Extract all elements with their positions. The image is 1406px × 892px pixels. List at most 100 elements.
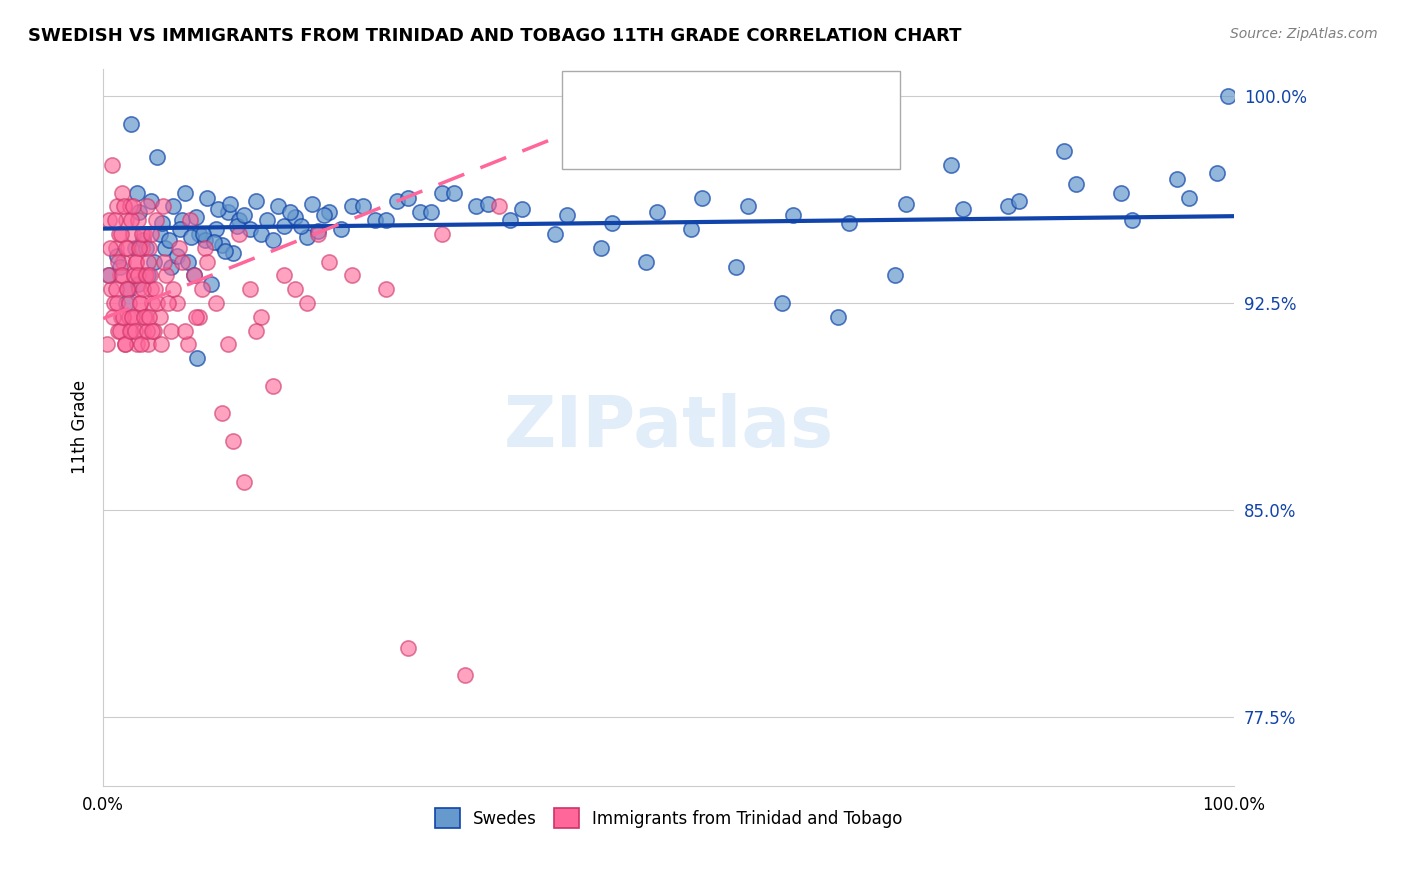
- Swedes: [1166, 172, 1188, 186]
- Immigrants from Trinidad and Tobago: [127, 213, 149, 227]
- Swedes: [228, 213, 250, 227]
- Immigrants from Trinidad and Tobago: [188, 310, 211, 324]
- Swedes: [127, 277, 149, 291]
- Immigrants from Trinidad and Tobago: [250, 310, 273, 324]
- Swedes: [184, 211, 207, 225]
- Swedes: [186, 351, 208, 366]
- Swedes: [1218, 89, 1240, 103]
- Swedes: [941, 158, 963, 172]
- Immigrants from Trinidad and Tobago: [145, 213, 167, 227]
- Immigrants from Trinidad and Tobago: [211, 406, 233, 420]
- Immigrants from Trinidad and Tobago: [132, 282, 155, 296]
- Swedes: [194, 233, 217, 247]
- Immigrants from Trinidad and Tobago: [239, 282, 262, 296]
- Swedes: [256, 213, 278, 227]
- Immigrants from Trinidad and Tobago: [396, 640, 419, 655]
- Swedes: [432, 186, 454, 200]
- Swedes: [894, 196, 917, 211]
- Immigrants from Trinidad and Tobago: [128, 296, 150, 310]
- Immigrants from Trinidad and Tobago: [120, 199, 142, 213]
- Immigrants from Trinidad and Tobago: [103, 310, 125, 324]
- Immigrants from Trinidad and Tobago: [114, 337, 136, 351]
- Immigrants from Trinidad and Tobago: [139, 282, 162, 296]
- Swedes: [409, 205, 432, 219]
- Swedes: [195, 191, 218, 205]
- Swedes: [827, 310, 849, 324]
- Immigrants from Trinidad and Tobago: [374, 282, 396, 296]
- Immigrants from Trinidad and Tobago: [112, 254, 135, 268]
- Immigrants from Trinidad and Tobago: [136, 199, 159, 213]
- Immigrants from Trinidad and Tobago: [108, 227, 131, 241]
- Swedes: [138, 268, 160, 283]
- Immigrants from Trinidad and Tobago: [160, 324, 183, 338]
- Text: Source: ZipAtlas.com: Source: ZipAtlas.com: [1230, 27, 1378, 41]
- Immigrants from Trinidad and Tobago: [125, 254, 148, 268]
- Swedes: [188, 227, 211, 241]
- Swedes: [770, 296, 793, 310]
- Swedes: [105, 249, 128, 263]
- Immigrants from Trinidad and Tobago: [179, 213, 201, 227]
- Immigrants from Trinidad and Tobago: [105, 282, 128, 296]
- Immigrants from Trinidad and Tobago: [132, 227, 155, 241]
- Immigrants from Trinidad and Tobago: [135, 268, 157, 283]
- Swedes: [374, 213, 396, 227]
- Swedes: [233, 208, 256, 222]
- Swedes: [250, 227, 273, 241]
- Immigrants from Trinidad and Tobago: [273, 268, 295, 283]
- Swedes: [125, 186, 148, 200]
- Immigrants from Trinidad and Tobago: [103, 296, 125, 310]
- Immigrants from Trinidad and Tobago: [122, 199, 145, 213]
- Swedes: [157, 233, 180, 247]
- Immigrants from Trinidad and Tobago: [166, 296, 188, 310]
- Y-axis label: 11th Grade: 11th Grade: [72, 380, 89, 475]
- Swedes: [589, 241, 612, 255]
- Swedes: [883, 268, 905, 283]
- Swedes: [465, 199, 488, 213]
- Immigrants from Trinidad and Tobago: [117, 296, 139, 310]
- Immigrants from Trinidad and Tobago: [129, 337, 152, 351]
- Immigrants from Trinidad and Tobago: [104, 241, 127, 255]
- Swedes: [284, 211, 307, 225]
- Immigrants from Trinidad and Tobago: [184, 310, 207, 324]
- Swedes: [997, 199, 1019, 213]
- Swedes: [162, 199, 184, 213]
- Swedes: [131, 233, 153, 247]
- Swedes: [120, 117, 142, 131]
- Swedes: [200, 277, 222, 291]
- Swedes: [295, 229, 318, 244]
- Immigrants from Trinidad and Tobago: [488, 199, 510, 213]
- Immigrants from Trinidad and Tobago: [167, 241, 190, 255]
- Swedes: [782, 208, 804, 222]
- Immigrants from Trinidad and Tobago: [101, 158, 124, 172]
- Swedes: [952, 202, 974, 217]
- Swedes: [273, 219, 295, 233]
- Swedes: [318, 205, 340, 219]
- Immigrants from Trinidad and Tobago: [110, 227, 132, 241]
- Swedes: [645, 205, 668, 219]
- Immigrants from Trinidad and Tobago: [173, 324, 195, 338]
- Immigrants from Trinidad and Tobago: [131, 324, 153, 338]
- Immigrants from Trinidad and Tobago: [233, 475, 256, 490]
- Swedes: [239, 221, 262, 235]
- Swedes: [634, 254, 657, 268]
- Swedes: [118, 282, 141, 296]
- Swedes: [225, 219, 247, 233]
- Immigrants from Trinidad and Tobago: [138, 310, 160, 324]
- Swedes: [183, 268, 205, 283]
- Text: SWEDISH VS IMMIGRANTS FROM TRINIDAD AND TOBAGO 11TH GRADE CORRELATION CHART: SWEDISH VS IMMIGRANTS FROM TRINIDAD AND …: [28, 27, 962, 45]
- Swedes: [172, 213, 194, 227]
- Immigrants from Trinidad and Tobago: [110, 310, 132, 324]
- Immigrants from Trinidad and Tobago: [97, 268, 120, 283]
- Swedes: [420, 205, 443, 219]
- Immigrants from Trinidad and Tobago: [124, 324, 146, 338]
- Immigrants from Trinidad and Tobago: [295, 296, 318, 310]
- Immigrants from Trinidad and Tobago: [111, 186, 134, 200]
- Swedes: [1109, 186, 1132, 200]
- Immigrants from Trinidad and Tobago: [129, 296, 152, 310]
- Swedes: [329, 221, 352, 235]
- Swedes: [600, 216, 623, 230]
- Swedes: [1121, 213, 1143, 227]
- Swedes: [124, 241, 146, 255]
- Immigrants from Trinidad and Tobago: [149, 337, 172, 351]
- Swedes: [143, 254, 166, 268]
